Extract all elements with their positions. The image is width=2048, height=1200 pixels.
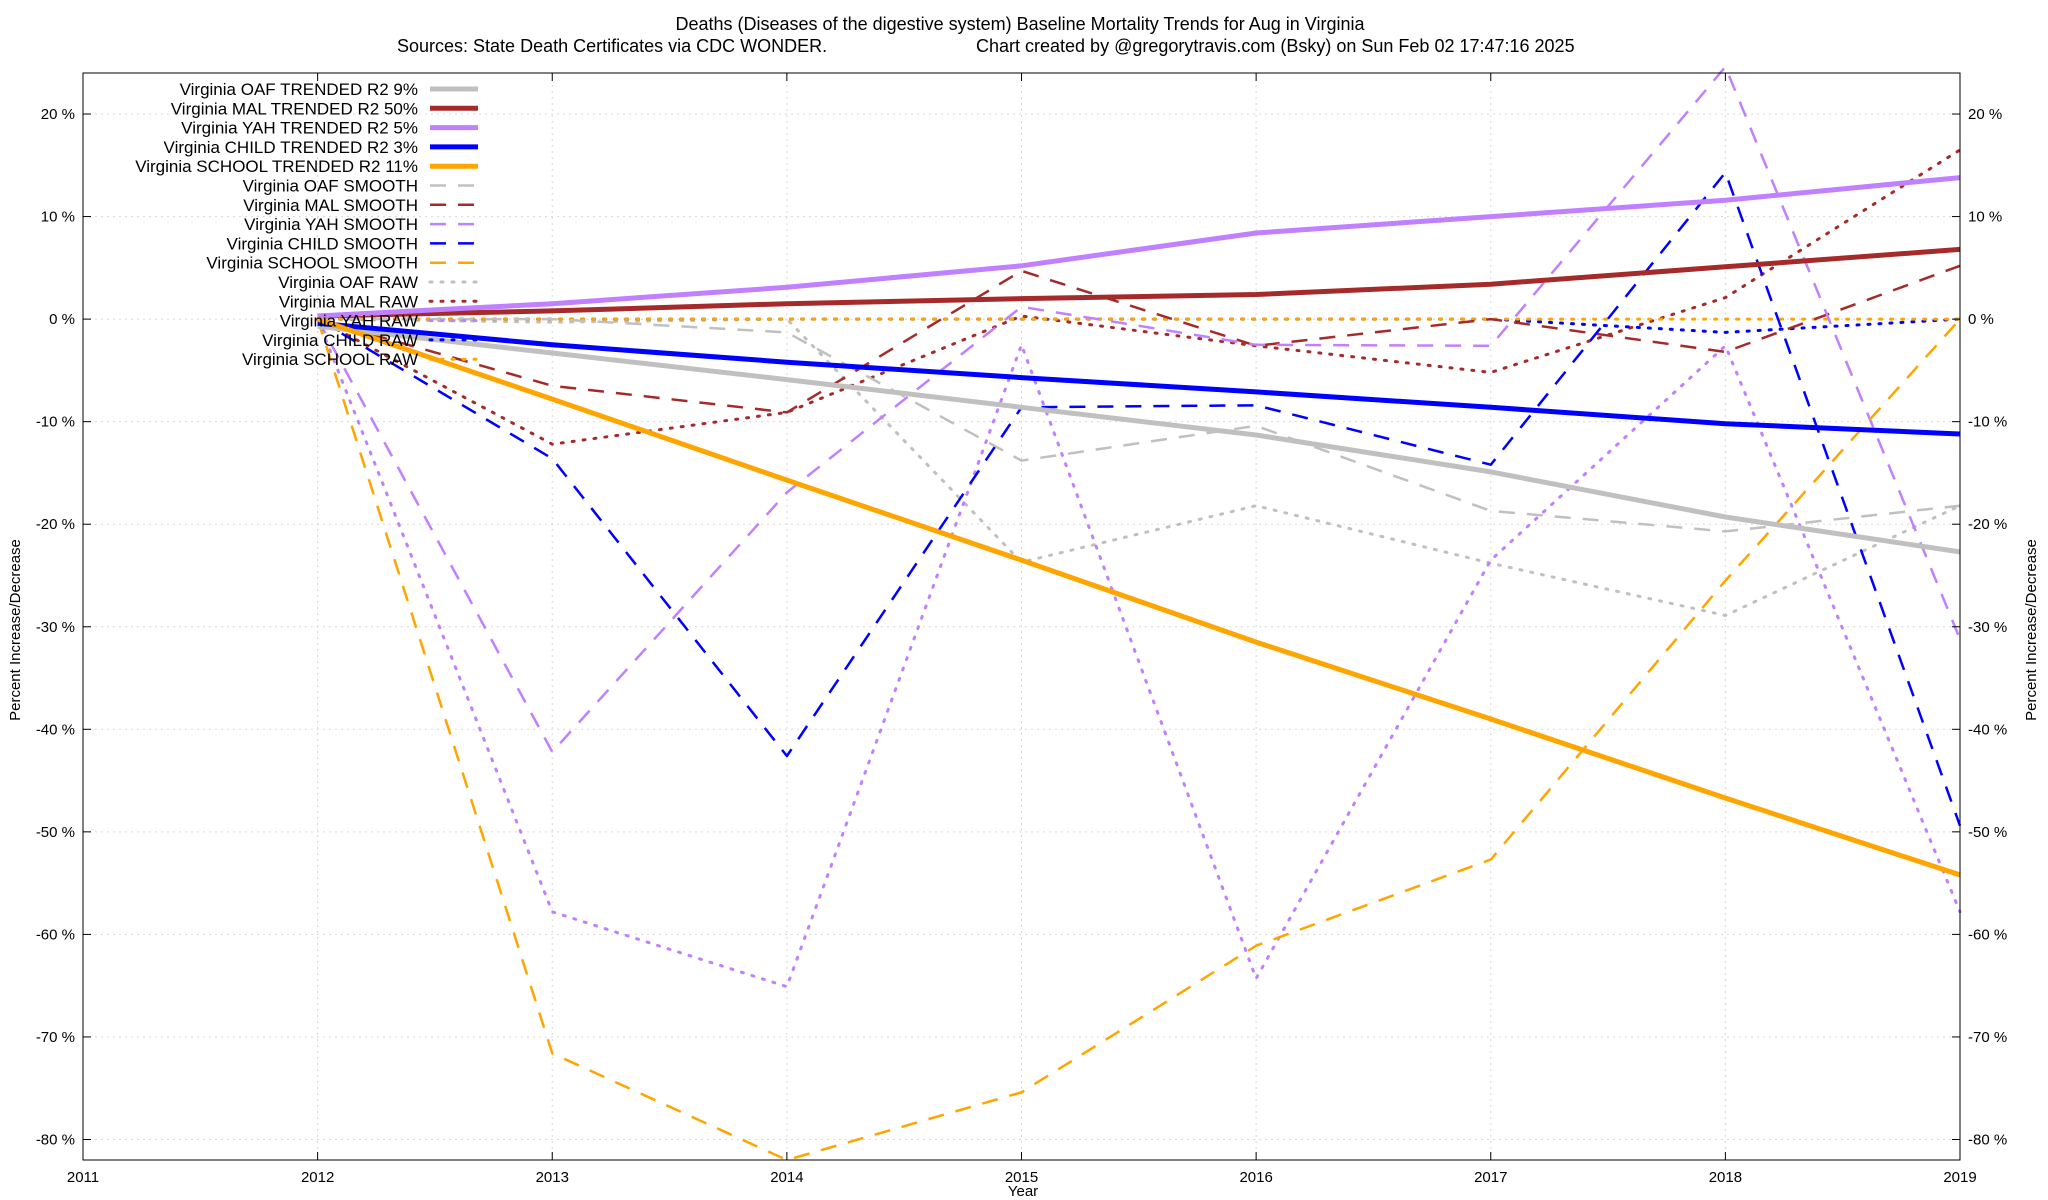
x-tick-label: 2013 — [536, 1169, 569, 1186]
series-line-virginia-oaf-trended-r2 — [317, 323, 1961, 555]
series-line-virginia-mal-trended-r2 — [317, 246, 1961, 319]
legend-label: Virginia CHILD RAW — [262, 331, 418, 350]
y-tick-label-right: -20 % — [1968, 516, 2007, 533]
x-tick-label: 2019 — [1943, 1169, 1976, 1186]
legend-label: Virginia OAF SMOOTH — [243, 177, 418, 196]
x-tick-label: 2014 — [770, 1169, 803, 1186]
y-tick-label-right: 10 % — [1968, 209, 2002, 226]
series-line-virginia-child-trended-r2 — [317, 320, 1961, 437]
y-tick-label-right: 0 % — [1968, 311, 1994, 328]
x-axis-label: Year — [1008, 1183, 1038, 1200]
legend-label: Virginia OAF TRENDED R2 9% — [180, 80, 418, 99]
x-tick-label: 2012 — [301, 1169, 334, 1186]
legend-label: Virginia YAH TRENDED R2 5% — [181, 119, 418, 138]
y-axis-label-right: Percent Increase/Decrease — [2023, 539, 2040, 721]
legend-label: Virginia OAF RAW — [278, 273, 418, 292]
y-tick-label-right: -50 % — [1968, 824, 2007, 841]
series-line-virginia-mal-smooth — [317, 264, 1961, 414]
y-tick-label-left: -70 % — [36, 1029, 75, 1046]
legend-label: Virginia SCHOOL TRENDED R2 11% — [135, 157, 418, 176]
y-tick-label-left: -10 % — [36, 414, 75, 431]
legend-label: Virginia CHILD TRENDED R2 3% — [164, 138, 418, 157]
legend-label: Virginia MAL RAW — [279, 292, 418, 311]
y-tick-label-right: -60 % — [1968, 926, 2007, 943]
y-tick-label-left: -80 % — [36, 1131, 75, 1148]
y-tick-label-right: 20 % — [1968, 106, 2002, 123]
y-tick-label-right: -10 % — [1968, 414, 2007, 431]
chart-title: Deaths (Diseases of the digestive system… — [676, 14, 1366, 34]
series-line-virginia-school-trended-r2 — [316, 316, 1961, 878]
x-tick-label: 2011 — [67, 1169, 99, 1186]
chart-subtitle-credit: Chart created by @gregorytravis.com (Bsk… — [976, 36, 1575, 56]
y-tick-label-left: -40 % — [36, 721, 75, 738]
x-tick-label: 2017 — [1474, 1169, 1507, 1186]
chart-subtitle-sources: Sources: State Death Certificates via CD… — [397, 36, 827, 56]
series-line-virginia-yah-raw — [316, 317, 1962, 989]
legend-label: Virginia YAH SMOOTH — [244, 215, 418, 234]
legend: Virginia OAF TRENDED R2 9%Virginia MAL T… — [135, 80, 480, 369]
series-line-virginia-oaf-smooth — [317, 317, 1961, 533]
y-tick-label-right: -40 % — [1968, 721, 2007, 738]
series-line-virginia-yah-trended-r2 — [317, 175, 1961, 319]
x-tick-label: 2016 — [1239, 1169, 1272, 1186]
legend-label: Virginia CHILD SMOOTH — [227, 234, 418, 253]
y-tick-label-left: 0 % — [49, 311, 75, 328]
y-tick-label-left: -60 % — [36, 926, 75, 943]
y-tick-label-left: -50 % — [36, 824, 75, 841]
legend-label: Virginia MAL SMOOTH — [243, 196, 418, 215]
legend-label: Virginia MAL TRENDED R2 50% — [171, 99, 418, 118]
x-tick-label: 2018 — [1709, 1169, 1742, 1186]
legend-label: Virginia SCHOOL RAW — [242, 350, 418, 369]
legend-label: Virginia YAH RAW — [280, 312, 418, 331]
y-tick-label-right: -70 % — [1968, 1029, 2007, 1046]
y-tick-label-left: -30 % — [36, 619, 75, 636]
y-tick-label-left: -20 % — [36, 516, 75, 533]
series-line-virginia-oaf-raw — [316, 317, 1962, 617]
series-line-virginia-school-smooth — [316, 318, 1961, 1162]
series-line-virginia-child-smooth — [316, 171, 1962, 827]
y-tick-label-right: -30 % — [1968, 619, 2007, 636]
legend-label: Virginia SCHOOL SMOOTH — [206, 254, 418, 273]
y-tick-label-left: 20 % — [41, 106, 75, 123]
y-axis-label-left: Percent Increase/Decrease — [7, 539, 24, 721]
y-tick-label-right: -80 % — [1968, 1131, 2007, 1148]
series-lines — [316, 65, 1962, 1162]
axes: 20 % 20 % 10 % 10 % 0 % 0 % -10 % -10 % -20 % -20… — [36, 72, 2007, 1186]
series-line-virginia-yah-smooth — [316, 65, 1962, 754]
y-tick-label-left: 10 % — [41, 209, 75, 226]
x-tick-label: 2015 — [1005, 1169, 1038, 1186]
